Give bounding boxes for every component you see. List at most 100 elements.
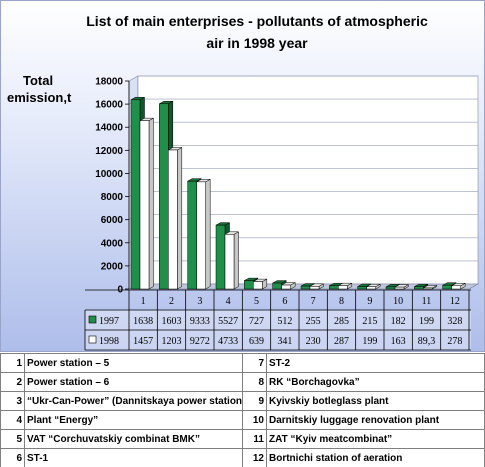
legend-number: 2 bbox=[0, 372, 25, 392]
bar-1998-2 bbox=[167, 147, 183, 290]
bar-1998-8 bbox=[337, 282, 353, 290]
data-label: 89,3 bbox=[418, 336, 436, 347]
y-tick-label: 18000 bbox=[95, 77, 123, 88]
y-tick-label: 16000 bbox=[95, 100, 123, 111]
legend-enterprise-name: ST-1 bbox=[24, 448, 243, 467]
legend-number: 3 bbox=[0, 391, 25, 411]
legend-enterprise-name: ZAT “Kyiv meatcombinat” bbox=[266, 429, 485, 449]
category-label: 7 bbox=[311, 296, 316, 307]
data-label: 215 bbox=[362, 316, 377, 327]
series-name-1998: 1998 bbox=[99, 336, 119, 347]
bar-1998-1 bbox=[139, 117, 155, 290]
legend-number: 10 bbox=[242, 410, 267, 430]
data-label: 278 bbox=[447, 336, 462, 347]
chart-title-line-2: air in 1998 year bbox=[206, 35, 308, 51]
legend-enterprise-name: Kyivskiy botleglass plant bbox=[266, 391, 485, 411]
legend-number: 1 bbox=[0, 353, 25, 373]
legend-row: 5 VAT “Corchuvatskiy combinat BMK” 11 ZAT “… bbox=[0, 429, 485, 449]
category-label: 4 bbox=[226, 296, 231, 307]
data-label: 1203 bbox=[162, 336, 182, 347]
category-label: 5 bbox=[254, 296, 259, 307]
data-label: 1603 bbox=[162, 316, 182, 327]
legend-number: 8 bbox=[242, 372, 267, 392]
data-label: 285 bbox=[334, 316, 349, 327]
category-label: 8 bbox=[339, 296, 344, 307]
legend-number: 9 bbox=[242, 391, 267, 411]
bar-1998-9 bbox=[365, 283, 382, 290]
data-label: 5527 bbox=[218, 316, 238, 327]
chart-title-line-1: List of main enterprises - pollutants of… bbox=[86, 13, 428, 29]
legend-number: 5 bbox=[0, 429, 25, 449]
y-tick-label: 14000 bbox=[95, 123, 123, 134]
legend-row: 4 Plant “Energy” 10 Darnitskiy luggage reno… bbox=[0, 410, 485, 430]
data-label: 199 bbox=[362, 336, 377, 347]
bar-1998-4 bbox=[224, 231, 240, 290]
bar-1998-5 bbox=[252, 278, 268, 290]
data-label: 255 bbox=[306, 316, 321, 327]
bar-1998-6 bbox=[280, 282, 297, 290]
legend-number: 12 bbox=[242, 448, 267, 467]
legend-enterprise-name: Power station – 5 bbox=[24, 353, 243, 373]
bar-1998-3 bbox=[195, 178, 212, 290]
bar-1998-7 bbox=[309, 283, 325, 290]
legend-number: 4 bbox=[0, 410, 25, 430]
data-label: 287 bbox=[334, 336, 349, 347]
bar-1998-12 bbox=[450, 282, 467, 290]
data-label: 230 bbox=[306, 336, 321, 347]
y-tick-label: 10000 bbox=[95, 169, 123, 180]
legend-swatch-1997 bbox=[88, 315, 97, 324]
legend-swatch-1998 bbox=[88, 335, 97, 344]
bar-1998-11 bbox=[422, 285, 438, 290]
y-tick-label: 2000 bbox=[101, 261, 124, 272]
chart-panel: List of main enterprises - pollutants of… bbox=[0, 0, 485, 352]
category-label: 3 bbox=[197, 296, 202, 307]
data-label: 341 bbox=[277, 336, 292, 347]
data-label: 1638 bbox=[133, 316, 153, 327]
legend-enterprise-name: RK “Borchagovka” bbox=[266, 372, 485, 392]
legend-number: 11 bbox=[242, 429, 267, 449]
category-label: 2 bbox=[169, 296, 174, 307]
legend-row: 2 Power station – 6 8 RK “Borchagovka” bbox=[0, 372, 485, 392]
y-tick-label: 4000 bbox=[101, 238, 124, 249]
data-label: 727 bbox=[249, 316, 264, 327]
category-label: 1 bbox=[141, 296, 146, 307]
plot-area: 0200040006000800010000120001400016000180… bbox=[95, 75, 480, 296]
y-axis-label-line-2: emission,t bbox=[7, 90, 72, 105]
y-tick-label: 12000 bbox=[95, 146, 123, 157]
data-label: 328 bbox=[447, 316, 462, 327]
data-label: 639 bbox=[249, 336, 264, 347]
data-label: 182 bbox=[391, 316, 406, 327]
data-label: 9333 bbox=[190, 316, 210, 327]
data-label: 512 bbox=[277, 316, 292, 327]
category-label: 11 bbox=[422, 296, 432, 307]
category-label: 12 bbox=[450, 296, 460, 307]
bar-chart: List of main enterprises - pollutants of… bbox=[7, 13, 480, 351]
category-label: 6 bbox=[282, 296, 287, 307]
y-tick-label: 6000 bbox=[101, 215, 124, 226]
bar-1998-10 bbox=[394, 284, 410, 290]
legend-row: 1 Power station – 5 7 ST-2 bbox=[0, 353, 485, 373]
data-label: 163 bbox=[391, 336, 406, 347]
y-tick-label: 8000 bbox=[101, 192, 124, 203]
legend-enterprise-name: Bortnichi station of aeration bbox=[266, 448, 485, 467]
legend-enterprise-name: Power station – 6 bbox=[24, 372, 243, 392]
legend-enterprise-name: VAT “Corchuvatskiy combinat BMK” bbox=[24, 429, 243, 449]
legend-enterprise-name: Plant “Energy” bbox=[24, 410, 243, 430]
data-label: 1457 bbox=[133, 336, 153, 347]
legend-enterprise-name: Darnitskiy luggage renovation plant bbox=[266, 410, 485, 430]
series-name-1997: 1997 bbox=[99, 316, 119, 327]
grid-line bbox=[128, 75, 478, 82]
category-label: 9 bbox=[367, 296, 372, 307]
legend-row: 6 ST-1 12 Bortnichi station of aeration bbox=[0, 448, 485, 467]
legend-number: 7 bbox=[242, 353, 267, 373]
enterprise-legend-table: 1 Power station – 5 7 ST-2 2 Power station – … bbox=[0, 353, 485, 467]
legend-number: 6 bbox=[0, 448, 25, 467]
y-axis-label-line-1: Total bbox=[23, 73, 53, 88]
legend-enterprise-name: “Ukr-Can-Power” (Dannitskaya power stati… bbox=[24, 391, 243, 411]
data-label: 4733 bbox=[218, 336, 238, 347]
legend-row: 3 “Ukr-Can-Power” (Dannitskaya power stat… bbox=[0, 391, 485, 411]
legend-enterprise-name: ST-2 bbox=[266, 353, 485, 373]
category-label: 10 bbox=[393, 296, 403, 307]
data-label: 199 bbox=[419, 316, 434, 327]
